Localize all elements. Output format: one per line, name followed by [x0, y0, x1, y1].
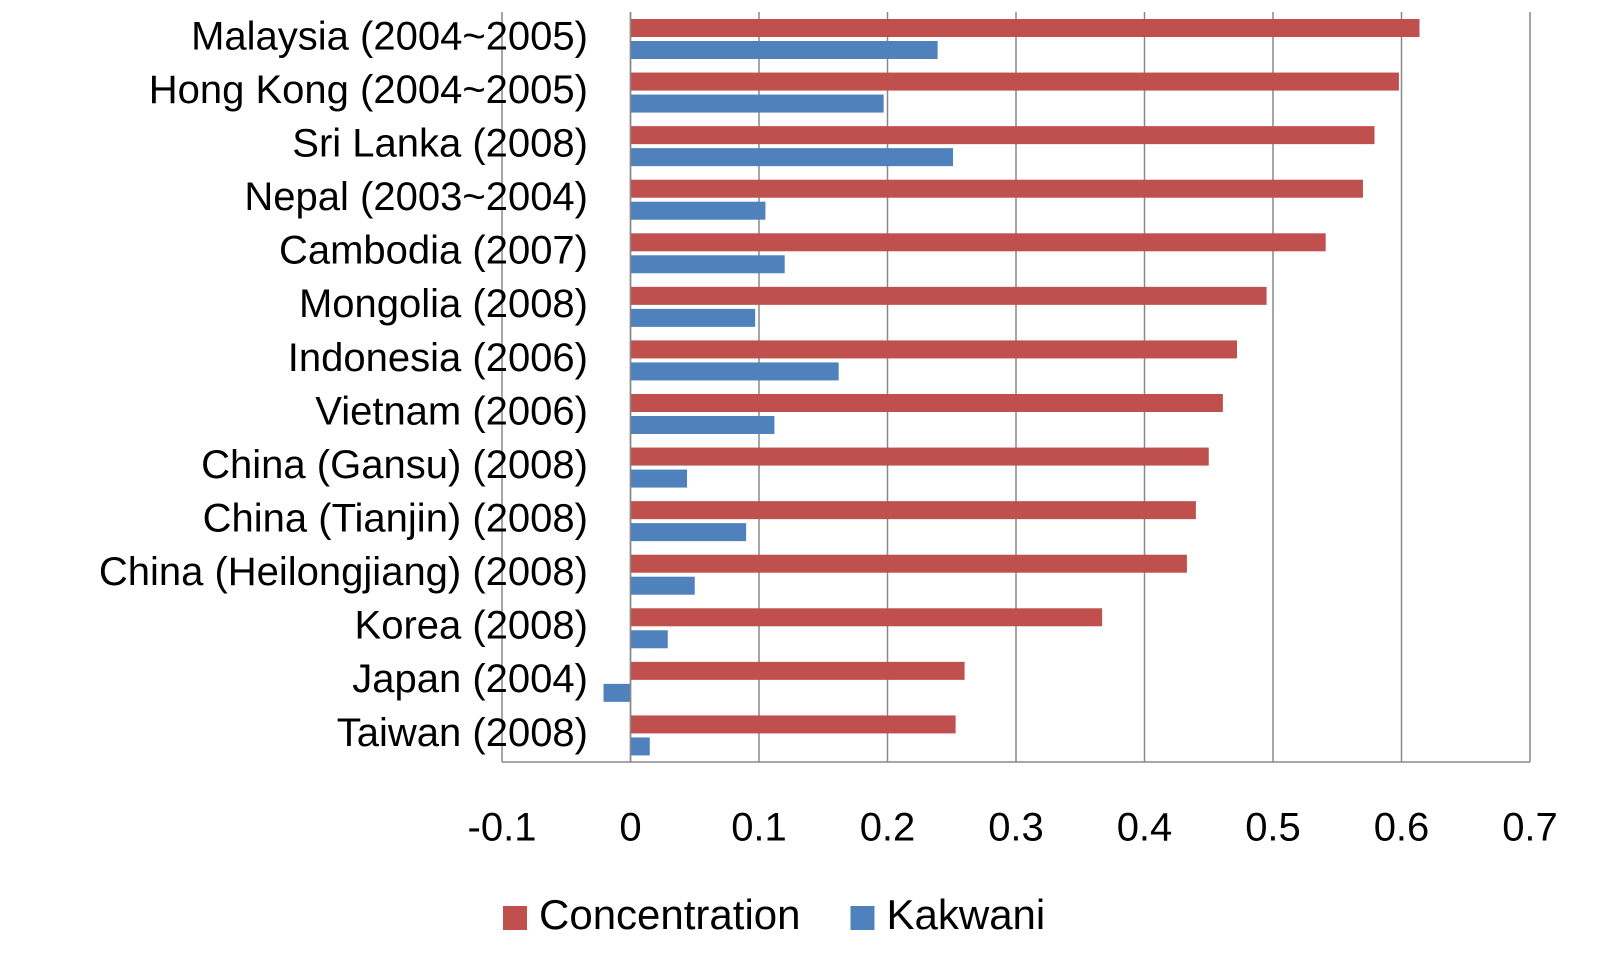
bar [630, 416, 775, 434]
y-tick-label: Vietnam (2006) [315, 389, 588, 433]
y-tick-label: Cambodia (2007) [279, 229, 588, 273]
x-tick-label: 0.1 [731, 806, 787, 850]
y-tick-label: China (Heilongjiang) (2008) [99, 550, 588, 594]
bar [603, 683, 631, 702]
x-tick-label: 0.3 [988, 806, 1044, 850]
bar [630, 19, 1420, 37]
x-tick-label: 0.7 [1502, 806, 1558, 850]
x-tick-label: 0.2 [860, 806, 916, 850]
bar [630, 469, 688, 488]
y-tick-label: Korea (2008) [355, 604, 588, 648]
bar [630, 715, 956, 734]
bar [630, 737, 650, 756]
y-tick-label: China (Tianjin) (2008) [203, 496, 588, 540]
legend-swatch [503, 906, 527, 930]
y-tick-label: Indonesia (2006) [288, 336, 588, 380]
bar [630, 286, 1267, 305]
bar [630, 523, 747, 542]
bar [630, 362, 839, 381]
legend-label: Concentration [539, 891, 801, 938]
x-tick-label: 0.4 [1117, 806, 1173, 850]
legend-swatch [850, 906, 875, 930]
bar [630, 255, 785, 274]
y-tick-label: Mongolia (2008) [299, 282, 588, 326]
x-tick-label: 0.6 [1374, 806, 1430, 850]
bar [630, 179, 1363, 198]
bar [630, 554, 1187, 573]
bar [630, 72, 1399, 91]
y-tick-label: Nepal (2003~2004) [244, 175, 588, 219]
bar [630, 340, 1238, 359]
y-tick-label: Sri Lanka (2008) [292, 121, 588, 165]
bar [630, 576, 695, 595]
x-tick-label: 0.5 [1245, 806, 1301, 850]
y-tick-label: Japan (2004) [352, 657, 588, 701]
bar [630, 308, 756, 327]
bar [630, 148, 954, 167]
bar [630, 608, 1103, 627]
bar [630, 233, 1326, 252]
x-tick-label: -0.1 [468, 806, 537, 850]
y-tick-label: China (Gansu) (2008) [201, 443, 588, 487]
bar [630, 126, 1375, 145]
bar [630, 41, 938, 59]
bar [630, 501, 1196, 520]
x-tick-label: 0 [619, 806, 641, 850]
bar [630, 630, 668, 649]
y-tick-label: Malaysia (2004~2005) [191, 14, 588, 58]
y-tick-label: Taiwan (2008) [337, 711, 588, 755]
legend-label: Kakwani [887, 891, 1046, 938]
bar [630, 394, 1223, 412]
bar [630, 201, 766, 220]
bar [630, 94, 884, 113]
bar [630, 447, 1209, 466]
bar [630, 661, 965, 680]
y-tick-label: Hong Kong (2004~2005) [149, 68, 588, 112]
